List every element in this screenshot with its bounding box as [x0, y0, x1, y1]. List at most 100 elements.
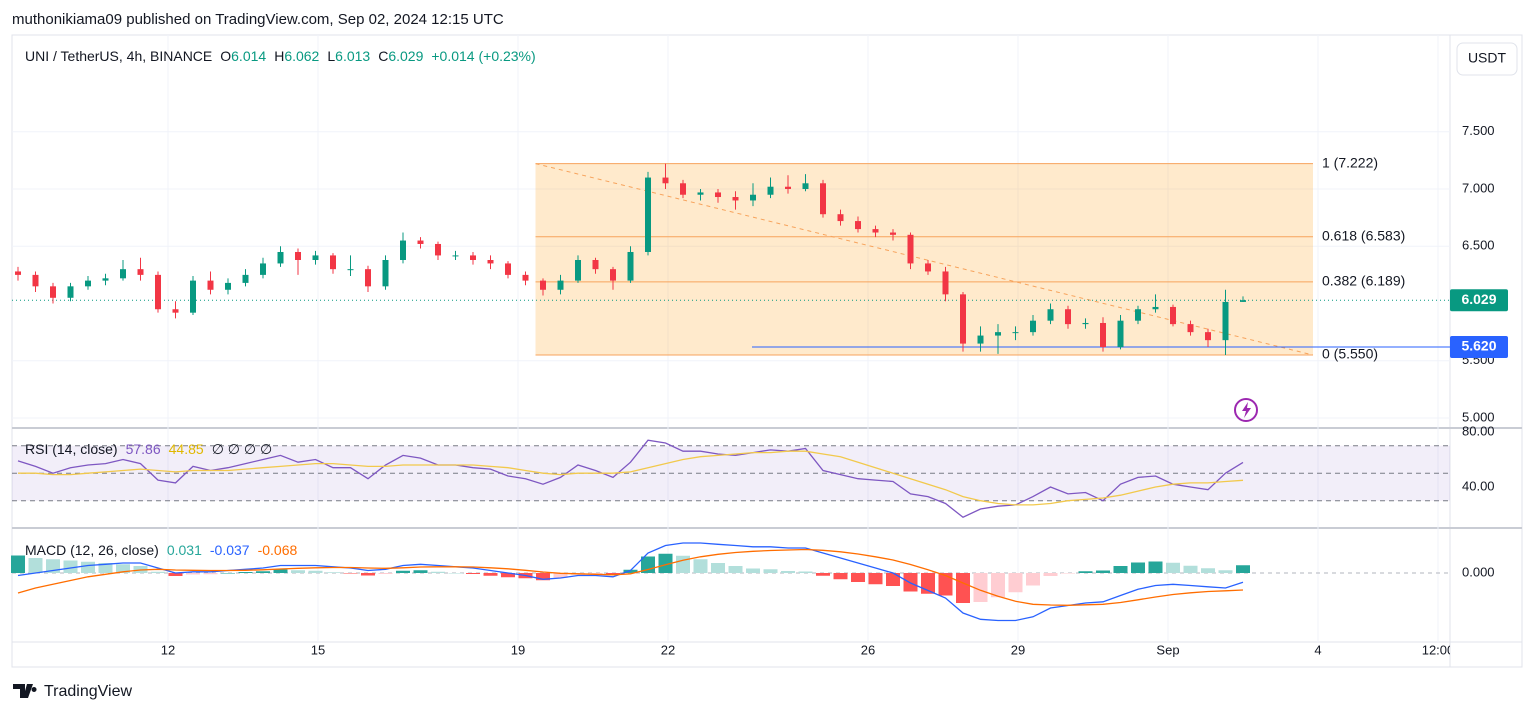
- macd-header: MACD (12, 26, close) 0.031 -0.037 -0.068: [25, 542, 297, 558]
- macd-histogram-bar: [1026, 573, 1040, 586]
- alert-bolt[interactable]: [1242, 402, 1251, 418]
- candle-body: [715, 192, 721, 198]
- candle-body: [1222, 301, 1229, 341]
- macd-histogram-bar: [1078, 571, 1093, 573]
- brand: TradingView: [13, 683, 132, 700]
- x-tick-label: Sep: [1156, 642, 1179, 657]
- brand-name: TradingView: [44, 683, 132, 700]
- histogram-value: 0.031: [167, 542, 202, 558]
- high-value: 6.062: [284, 48, 319, 64]
- candle-body: [540, 280, 546, 290]
- hline-price-box: [1450, 336, 1508, 359]
- candle-body: [995, 332, 1001, 336]
- macd-value: -0.037: [210, 542, 250, 558]
- candle-body: [522, 274, 529, 281]
- last-price-label: 6.029: [1461, 291, 1496, 307]
- rsi-tick-label: 40.00: [1462, 478, 1495, 493]
- macd-histogram-bar: [378, 573, 393, 574]
- macd-histogram-bar: [396, 570, 410, 573]
- y-tick-label: 7.500: [1462, 123, 1495, 138]
- macd-histogram-bar: [448, 573, 463, 574]
- macd-histogram-bar: [623, 569, 638, 573]
- fib-level-label: 0.382 (6.189): [1322, 273, 1405, 289]
- macd-histogram-bar: [221, 573, 235, 574]
- macd-histogram-bar: [658, 553, 673, 573]
- candle-body: [855, 221, 861, 230]
- candle-body: [435, 243, 441, 256]
- alert-ring[interactable]: [1234, 398, 1258, 422]
- macd-histogram-bar: [1113, 566, 1128, 573]
- currency-label[interactable]: USDT: [1468, 50, 1507, 66]
- candle-body: [67, 286, 74, 298]
- rsi-tick-label: 80.00: [1462, 423, 1495, 438]
- candle-body: [260, 263, 266, 275]
- macd-histogram-bar: [168, 573, 183, 576]
- macd-histogram-bar: [1218, 570, 1233, 573]
- macd-histogram-bar: [483, 573, 498, 576]
- macd-histogram-bar: [63, 560, 78, 573]
- candle-body: [1240, 300, 1246, 302]
- macd-line: [17, 548, 1244, 606]
- macd-histogram-bar: [606, 573, 620, 575]
- macd-histogram-bar: [1148, 561, 1163, 573]
- ohlc-label: L: [327, 48, 335, 64]
- macd-histogram-bar: [833, 573, 848, 580]
- macd-histogram-bar: [343, 573, 358, 574]
- candle-body: [592, 260, 599, 270]
- x-tick-label: 12:00: [1422, 642, 1455, 657]
- candle-body: [767, 186, 774, 195]
- candle-body: [312, 255, 319, 260]
- candle-body: [977, 335, 984, 344]
- macd-histogram-bar: [1236, 565, 1250, 573]
- macd-histogram-bar: [938, 573, 953, 596]
- candle-body: [750, 194, 756, 201]
- macd-histogram-bar: [28, 558, 43, 573]
- alert-icon[interactable]: [1234, 398, 1258, 422]
- candle-body: [1117, 320, 1124, 348]
- macd-histogram-bar: [798, 571, 813, 573]
- rsi-line: [18, 450, 1244, 506]
- open-value: 6.014: [231, 48, 266, 64]
- macd-histogram-bar: [273, 569, 288, 573]
- candle-body: [120, 269, 126, 279]
- macd-histogram-bar: [1008, 573, 1023, 593]
- low-value: 6.013: [335, 48, 370, 64]
- candle-body: [662, 177, 669, 184]
- currency-button[interactable]: [1456, 42, 1518, 76]
- candle-body: [487, 260, 494, 264]
- candle-body: [610, 269, 616, 281]
- candle-body: [1205, 332, 1211, 341]
- candle-body: [190, 280, 196, 313]
- macd-histogram-bar: [536, 573, 550, 581]
- candle-body: [382, 260, 389, 287]
- candle-body: [295, 251, 301, 260]
- candle-body: [505, 263, 511, 275]
- macd-histogram-bar: [711, 563, 725, 573]
- y-tick-label: 5.000: [1462, 409, 1495, 424]
- ohlc-label: H: [274, 48, 284, 64]
- symbol: UNI / TetherUS, 4h, BINANCE: [25, 48, 212, 64]
- macd-histogram-bar: [238, 572, 253, 573]
- symbol-header: UNI / TetherUS, 4h, BINANCE O6.014 H6.062 L…: [25, 48, 536, 64]
- macd-histogram-bar: [186, 573, 200, 575]
- time-axis: 12 15 19 22 26 29 Sep 4 12:00: [161, 642, 1455, 657]
- rsi-ma-value: 44.85: [169, 441, 204, 457]
- macd-histogram-bar: [203, 573, 218, 575]
- candle-body: [1012, 332, 1019, 334]
- main-pane: 1 (7.222) 0.618 (6.583) 0.382 (6.189) 0 (5.…: [11, 35, 1450, 642]
- hline-price-label: 5.620: [1461, 338, 1496, 354]
- candle-body: [225, 282, 231, 290]
- x-tick-label: 22: [661, 642, 675, 657]
- y-tick-label: 6.500: [1462, 238, 1495, 253]
- candle-body: [155, 274, 161, 310]
- rsi-header: RSI (14, close) 57.86 44.85 ∅ ∅ ∅ ∅: [25, 441, 272, 457]
- rsi-na: ∅ ∅ ∅ ∅: [212, 441, 272, 457]
- candle-body: [575, 260, 581, 281]
- candle-body: [785, 186, 791, 190]
- candle-body: [680, 183, 686, 195]
- candle-body: [820, 183, 826, 215]
- macd-histogram-bar: [501, 573, 515, 578]
- macd-histogram-bar: [973, 573, 988, 602]
- macd-tick-label: 0.000: [1462, 564, 1495, 579]
- macd-histogram-bar: [676, 555, 690, 573]
